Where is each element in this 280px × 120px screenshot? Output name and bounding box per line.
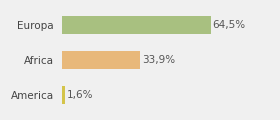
Bar — [62, 16, 211, 34]
Text: 1,6%: 1,6% — [67, 90, 94, 100]
Bar — [62, 51, 140, 69]
Bar — [62, 86, 65, 104]
Text: 33,9%: 33,9% — [142, 55, 175, 65]
Text: 64,5%: 64,5% — [213, 20, 246, 30]
